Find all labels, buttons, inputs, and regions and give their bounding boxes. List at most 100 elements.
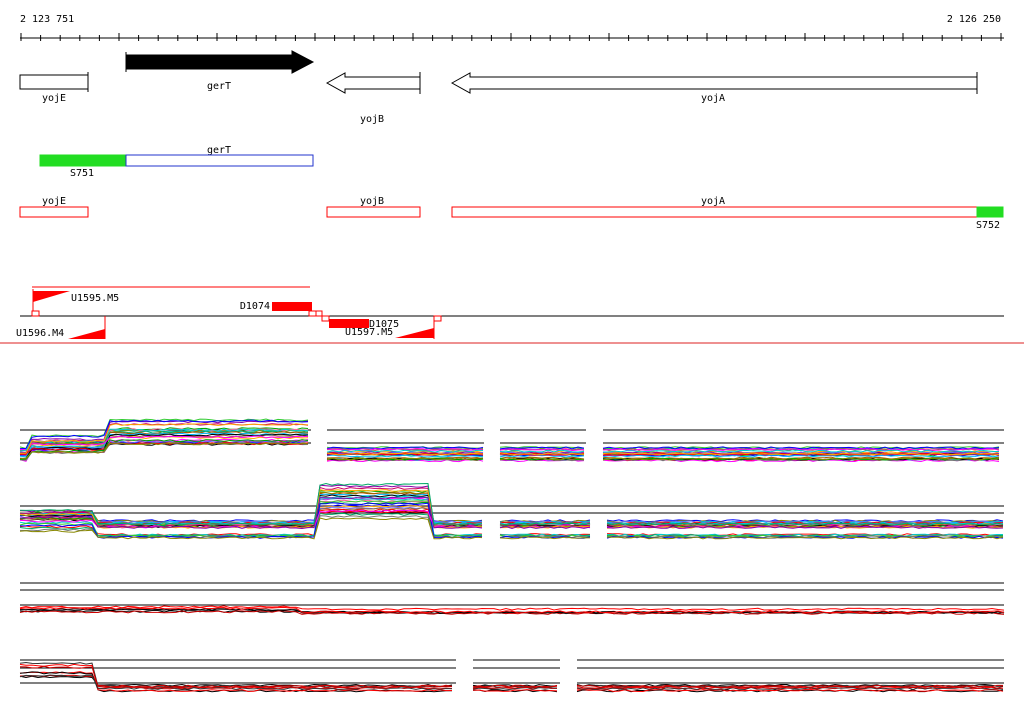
panel1-trace [602,454,1000,458]
panel1-trace [326,446,484,450]
gene-gerT-arrow-right-filled-icon[interactable] [125,50,315,74]
panel1-trace [602,446,1000,450]
feature-D1074-label: D1074 [240,301,270,312]
region-track: yojE yojB yojA S752 [19,196,1004,231]
gene-yojA-arrow-left-outline-icon[interactable] [450,72,978,94]
feature-U1596-label: U1596.M4 [16,328,64,339]
gene-track: yojE gerT yojB yojA [19,50,978,125]
feature-U1597-label: U1597.M5 [345,327,393,338]
panel1-trace [602,449,999,453]
segment-S751-green[interactable] [39,154,127,167]
gene-yojB-arrow-left-outline-icon[interactable] [325,72,421,94]
panel2-trace [499,525,591,530]
panel1-trace [19,435,309,451]
panel1-trace [326,448,484,452]
panel2-trace [499,536,591,540]
ruler-start-label: 2 123 751 [20,14,74,25]
feature-marker-box [315,310,323,317]
feature-U1595-label: U1595.M5 [71,293,119,304]
feature-marker-box [321,315,330,322]
panel4-trace [19,674,453,691]
gene-yojE-box[interactable] [19,74,89,90]
panel1-trace [20,423,309,454]
panel1-trace [326,446,483,450]
panel2-trace [606,525,1004,529]
ruler-end-label: 2 126 250 [947,14,1001,25]
gene-yojE-label: yojE [42,93,66,104]
panel2-trace [606,522,1004,526]
panel1-trace [326,452,484,456]
panel1-trace [602,456,1000,460]
panel4-trace [472,685,558,689]
feature-marker-box [308,310,317,317]
panel1-trace [499,449,585,453]
panel2-trace [606,535,1004,539]
segment-S751-label: S751 [70,168,94,179]
panel1-trace [499,454,585,458]
panel4-trace [472,684,558,688]
panel1-trace [603,457,1000,461]
panel1-trace [19,419,309,450]
panel2-trace [606,525,1004,529]
feature-D1075-label: D1075 [369,319,399,330]
panel4-trace [19,675,453,687]
panel1-trace [499,457,585,461]
panel1-trace [19,430,309,451]
panel3-trace [19,606,1005,614]
panel2-trace [19,496,483,530]
panel2-trace [499,522,591,526]
panel4-trace [472,687,557,691]
segment-S752-green[interactable] [976,206,1004,218]
panel4-trace [19,663,453,692]
panel3-trace [19,605,1005,611]
coordinate-ruler: 2 123 751 2 126 250 [20,14,1004,41]
region-yojA-label: yojA [701,196,725,207]
expression-profiles [19,418,1005,693]
panel1-trace [326,449,484,453]
region-yojB-box[interactable] [326,206,421,218]
gene-yojB-label: yojB [360,114,384,125]
region-yojE-box[interactable] [19,206,89,218]
transcript-gerT-label: gerT [207,145,231,156]
gene-yojA-label: yojA [701,93,725,104]
panel1-trace [499,448,585,452]
feature-U1597-red-triangle-marker-icon[interactable] [395,328,434,338]
feature-marker-box [31,310,40,317]
feature-U1595-red-triangle-marker-icon[interactable] [33,291,70,302]
panel1-trace [19,442,309,460]
panel4-trace [576,683,1004,687]
feature-D1075-bar[interactable] [329,319,369,328]
ruler-ticks [20,33,1002,41]
region-yojA-box[interactable] [451,206,978,218]
panel1-trace [499,446,585,450]
panel1-trace [326,456,484,460]
panel2-trace [19,491,483,523]
panel1-trace [602,457,1000,461]
feature-U1596-red-triangle-marker-icon[interactable] [68,329,105,339]
panel2-trace [19,517,483,540]
feature-marker-box [433,315,442,322]
feature-annotation-track: U1595.M5 D1074 U1596.M4 D1075 U1597.M5 [0,286,1024,344]
panel1-trace [499,452,585,456]
panel4-trace [576,688,1004,693]
panel2-trace [606,536,1004,540]
panel2-trace [19,482,483,526]
panel4-trace [472,689,558,692]
segment-S752-label: S752 [976,220,1000,231]
panel1-trace [19,418,309,450]
panel1-trace [326,454,484,458]
panel1-trace [19,428,309,451]
panel2-trace [500,533,591,537]
gene-gerT-label: gerT [207,81,231,92]
transcript-track: gerT S751 [39,145,314,179]
panel4-trace [576,685,1004,689]
panel4-trace [19,665,453,689]
region-yojB-label: yojB [360,196,384,207]
transcript-gerT-box[interactable] [125,154,314,167]
panel1-trace [499,451,585,455]
panel1-trace [19,440,309,454]
panel1-trace [326,457,484,461]
feature-D1074-bar[interactable] [272,302,312,311]
panel1-trace [19,439,309,460]
